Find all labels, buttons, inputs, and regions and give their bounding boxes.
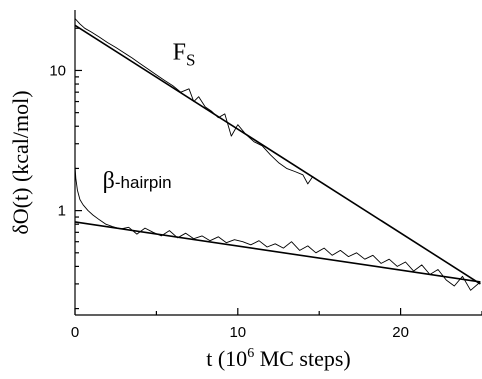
annotation-fs-sub: S xyxy=(186,50,195,69)
fit-line-2 xyxy=(74,221,481,283)
tick-marks xyxy=(74,27,482,315)
x-tick-label: 10 xyxy=(229,324,246,341)
y-tick-label: 1 xyxy=(58,203,66,220)
axes xyxy=(74,10,482,316)
x-axis-title-part2: MC steps) xyxy=(254,346,351,371)
x-tick-label: 20 xyxy=(392,324,409,341)
x-axis-title: t (106 MC steps) xyxy=(206,346,351,371)
series-line-1 xyxy=(74,18,320,185)
y-axis-title: δO(t) (kcal/mol) xyxy=(8,90,33,234)
x-tick-label: 0 xyxy=(71,324,79,341)
annotation-fs: FS xyxy=(173,39,196,69)
x-axis-title-part1: t (10 xyxy=(206,346,247,371)
x-axis-title-exp: 6 xyxy=(247,346,254,361)
series-line-2 xyxy=(74,165,481,291)
annotation-beta-symbol: β xyxy=(103,168,115,194)
tick-labels: 0 10 20 1 10 xyxy=(49,62,409,341)
series-group xyxy=(74,18,481,291)
y-tick-label: 10 xyxy=(49,62,66,79)
fit-lines xyxy=(74,24,481,285)
annotation-beta-suffix: -hairpin xyxy=(115,173,172,192)
annotation-fs-main: F xyxy=(173,39,186,65)
fit-line-1 xyxy=(74,24,481,285)
annotation-beta-hairpin: β-hairpin xyxy=(103,168,172,194)
